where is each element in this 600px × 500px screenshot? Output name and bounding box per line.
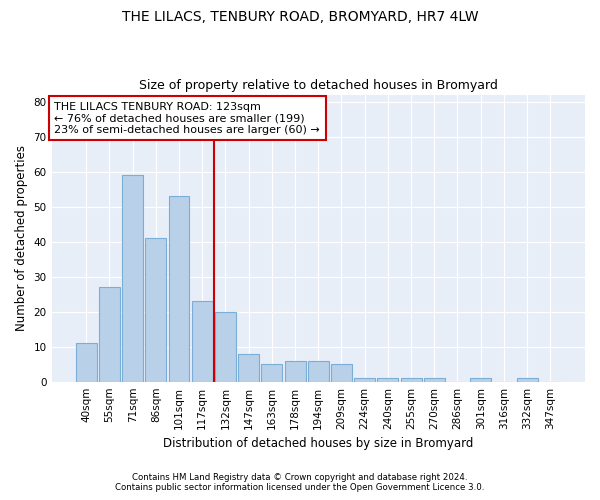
Bar xyxy=(215,312,236,382)
Bar xyxy=(76,343,97,382)
Bar xyxy=(308,360,329,382)
Text: Contains HM Land Registry data © Crown copyright and database right 2024.
Contai: Contains HM Land Registry data © Crown c… xyxy=(115,473,485,492)
Bar xyxy=(145,238,166,382)
Bar xyxy=(470,378,491,382)
Bar xyxy=(377,378,398,382)
Text: THE LILACS TENBURY ROAD: 123sqm
← 76% of detached houses are smaller (199)
23% o: THE LILACS TENBURY ROAD: 123sqm ← 76% of… xyxy=(54,102,320,135)
Bar xyxy=(192,301,212,382)
Text: THE LILACS, TENBURY ROAD, BROMYARD, HR7 4LW: THE LILACS, TENBURY ROAD, BROMYARD, HR7 … xyxy=(122,10,478,24)
Bar xyxy=(517,378,538,382)
Bar xyxy=(122,175,143,382)
Title: Size of property relative to detached houses in Bromyard: Size of property relative to detached ho… xyxy=(139,79,498,92)
Bar xyxy=(401,378,422,382)
Bar xyxy=(99,287,120,382)
Bar xyxy=(284,360,305,382)
Bar xyxy=(169,196,190,382)
X-axis label: Distribution of detached houses by size in Bromyard: Distribution of detached houses by size … xyxy=(163,437,473,450)
Bar xyxy=(262,364,283,382)
Bar xyxy=(354,378,375,382)
Bar xyxy=(424,378,445,382)
Bar xyxy=(238,354,259,382)
Y-axis label: Number of detached properties: Number of detached properties xyxy=(15,145,28,331)
Bar xyxy=(331,364,352,382)
